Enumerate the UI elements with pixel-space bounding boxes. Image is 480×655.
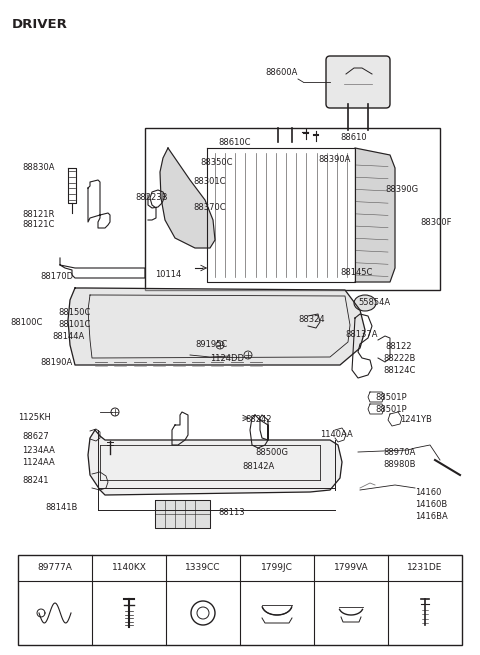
Text: 88145C: 88145C	[340, 268, 372, 277]
Text: 88144A: 88144A	[52, 332, 84, 341]
Text: 1231DE: 1231DE	[408, 563, 443, 572]
Text: 89195C: 89195C	[195, 340, 227, 349]
Text: 88350C: 88350C	[200, 158, 232, 167]
Text: DRIVER: DRIVER	[12, 18, 68, 31]
Text: 1140KX: 1140KX	[111, 563, 146, 572]
Text: 88141B: 88141B	[45, 503, 77, 512]
Text: 88150C: 88150C	[58, 308, 90, 317]
Text: 88121C: 88121C	[22, 220, 54, 229]
Text: 88241: 88241	[22, 476, 48, 485]
Text: 88300F: 88300F	[420, 218, 452, 227]
Text: 89777A: 89777A	[37, 563, 72, 572]
Text: 55854A: 55854A	[358, 298, 390, 307]
Text: 1339CC: 1339CC	[185, 563, 221, 572]
Text: 1124AA: 1124AA	[22, 458, 55, 467]
Text: 88970A: 88970A	[383, 448, 415, 457]
Text: 88501P: 88501P	[375, 393, 407, 402]
Text: 88170D: 88170D	[40, 272, 73, 281]
Text: 88501P: 88501P	[375, 405, 407, 414]
Text: 10114: 10114	[155, 270, 181, 279]
Text: 88242: 88242	[245, 415, 272, 424]
Text: 88390A: 88390A	[318, 155, 350, 164]
Text: 88101C: 88101C	[58, 320, 90, 329]
Text: 88600A: 88600A	[265, 68, 298, 77]
Polygon shape	[68, 288, 365, 365]
Text: 88500G: 88500G	[255, 448, 288, 457]
Text: 88370C: 88370C	[193, 203, 226, 212]
Text: 1124DD: 1124DD	[210, 354, 244, 363]
Text: 88830A: 88830A	[22, 163, 55, 172]
Text: 1234AA: 1234AA	[22, 446, 55, 455]
Text: 1416BA: 1416BA	[415, 512, 448, 521]
Text: 88301C: 88301C	[193, 177, 226, 186]
Text: 1799VA: 1799VA	[334, 563, 368, 572]
Text: 88324: 88324	[298, 315, 324, 324]
Text: 14160: 14160	[415, 488, 442, 497]
Text: 88980B: 88980B	[383, 460, 416, 469]
Bar	[145, 128, 440, 290]
Text: 88627: 88627	[22, 432, 49, 441]
Text: 88142A: 88142A	[242, 462, 274, 471]
Text: 1125KH: 1125KH	[18, 413, 51, 422]
Text: 88124C: 88124C	[383, 366, 415, 375]
Text: 88190A: 88190A	[40, 358, 72, 367]
Text: 88121R: 88121R	[22, 210, 54, 219]
Text: 88223B: 88223B	[135, 193, 168, 202]
Text: 88137A: 88137A	[345, 330, 377, 339]
Polygon shape	[160, 148, 215, 248]
Text: 88122: 88122	[385, 342, 411, 351]
Ellipse shape	[354, 295, 376, 311]
Bar	[18, 555, 462, 645]
Text: 88100C: 88100C	[10, 318, 42, 327]
Polygon shape	[88, 430, 342, 495]
Text: 88610: 88610	[340, 133, 367, 142]
Text: 88222B: 88222B	[383, 354, 415, 363]
Text: 14160B: 14160B	[415, 500, 447, 509]
Text: 1241YB: 1241YB	[400, 415, 432, 424]
Text: 88390G: 88390G	[385, 185, 418, 194]
Text: 88610C: 88610C	[218, 138, 251, 147]
Text: 88113: 88113	[218, 508, 245, 517]
Text: 1799JC: 1799JC	[261, 563, 293, 572]
Text: 1140AA: 1140AA	[320, 430, 353, 439]
Polygon shape	[155, 500, 210, 528]
Polygon shape	[355, 148, 395, 282]
FancyBboxPatch shape	[326, 56, 390, 108]
